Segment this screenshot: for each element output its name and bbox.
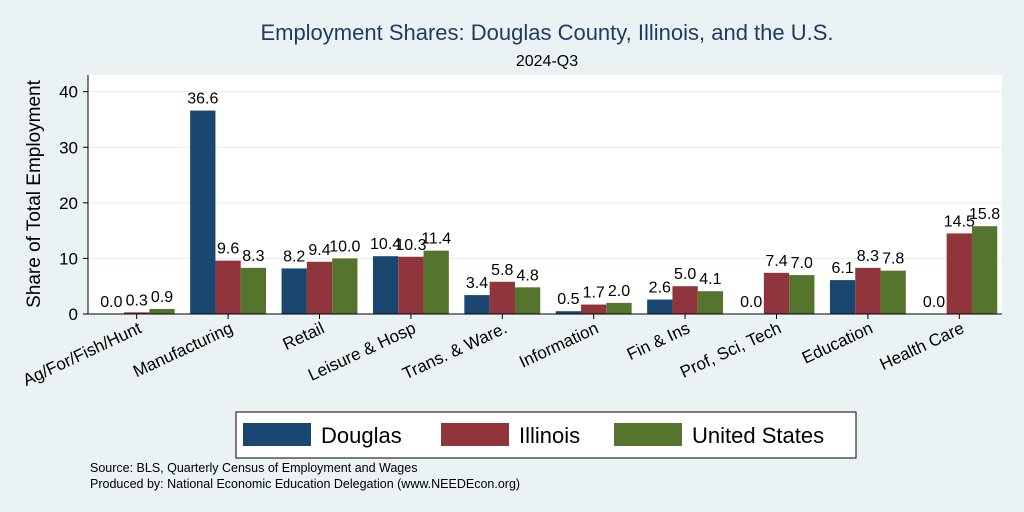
bar [215,260,241,314]
bar [398,256,424,314]
y-tick-label: 10 [59,249,78,268]
data-label: 0.0 [740,294,762,311]
data-label: 1.7 [583,285,605,302]
data-label: 4.1 [699,271,721,288]
data-label: 0.3 [126,292,148,309]
data-label: 10.0 [329,238,360,255]
legend-swatch [243,423,311,446]
bars-group [124,110,998,315]
bar [332,258,358,314]
bar [149,308,175,314]
chart-title: Employment Shares: Douglas County, Illin… [260,20,833,45]
legend-label: United States [692,423,824,448]
data-label: 4.8 [516,267,538,284]
y-tick-label: 20 [59,194,78,213]
bar [971,226,998,314]
data-label: 3.4 [466,275,488,292]
bar [555,311,582,314]
data-label: 15.8 [969,206,1000,223]
data-label: 2.0 [608,283,630,300]
data-label: 2.6 [649,280,671,297]
bar [829,280,856,314]
legend-label: Douglas [321,423,402,448]
legend: Douglas Illinois United States [235,411,857,459]
bar [789,275,815,314]
data-labels-group: 0.0 0.3 0.936.69.6 8.3 8.2 9.410.0 10.410.311.… [100,91,1000,311]
data-label: 9.6 [217,241,239,258]
data-label: 5.8 [491,262,513,279]
data-label: 11.4 [421,231,451,248]
data-label: 5.0 [674,266,696,283]
bar [763,272,790,314]
bar [581,304,607,314]
y-ticks-group: 0 10 20 30 40 [59,83,88,324]
bar [606,302,632,314]
data-label: 10.3 [395,237,426,254]
bar [946,233,972,314]
bar [190,110,216,315]
chart-subtitle: 2024-Q3 [516,53,578,70]
bar [281,268,307,314]
bar [306,261,333,314]
bar [372,256,399,314]
legend-box [235,411,857,459]
data-label: 8.3 [242,248,264,265]
data-label: 6.1 [831,260,853,277]
source-note: Source: BLS, Quarterly Census of Employm… [90,461,417,475]
bar [423,250,449,314]
legend-swatch [441,423,509,446]
data-label: 36.6 [187,91,218,108]
bar [855,267,881,314]
data-label: 0.5 [557,291,579,308]
bar [672,286,698,314]
y-axis-label: Share of Total Employment [24,79,45,307]
y-tick-label: 0 [69,305,78,324]
bar [240,267,267,314]
bar [880,270,906,314]
data-label: 14.5 [944,213,975,230]
gridlines [88,91,1002,260]
legend-swatch [614,423,682,446]
bar [124,312,150,314]
y-tick-label: 30 [59,138,78,157]
data-label: 7.0 [791,255,813,272]
data-label: 10.4 [370,236,401,253]
data-label: 8.2 [283,248,305,265]
data-label: 7.4 [765,253,787,270]
data-label: 0.9 [151,289,173,306]
bar [489,281,515,314]
bar [647,299,673,314]
data-label: 0.0 [923,294,945,311]
data-label: 0.0 [100,294,122,311]
legend-label: Illinois [519,423,580,448]
data-label: 8.3 [857,248,879,265]
y-tick-label: 40 [59,83,78,102]
bar [464,295,490,314]
bar [514,287,541,314]
produced-note: Produced by: National Economic Education… [90,477,520,491]
data-label: 7.8 [882,251,904,268]
data-label: 9.4 [308,242,330,259]
bar [697,291,724,314]
